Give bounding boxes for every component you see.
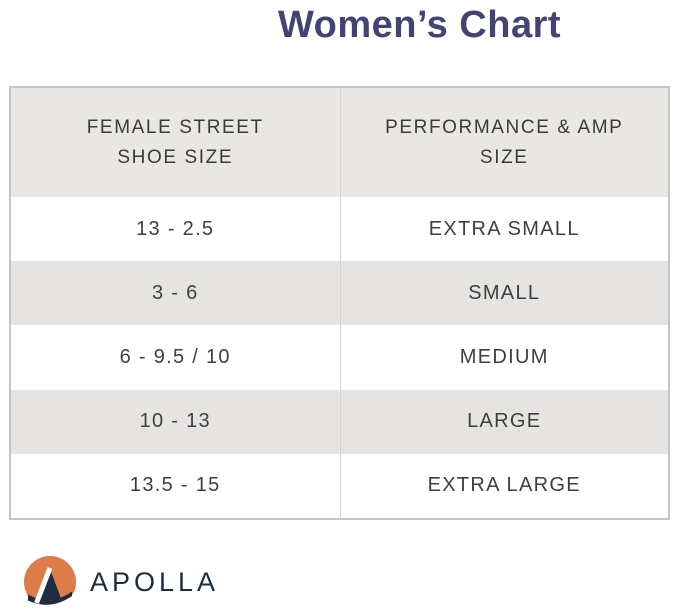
table-row: 3 - 6 SMALL xyxy=(11,261,668,326)
amp-size-value: MEDIUM xyxy=(339,325,669,390)
apolla-logo-icon xyxy=(24,556,76,608)
shoe-size-value: 13 - 2.5 xyxy=(136,217,215,240)
shoe-size-value: 10 - 13 xyxy=(11,389,340,454)
amp-size-value: SMALL xyxy=(339,261,668,326)
shoe-size-value: 6 - 9.5 / 10 xyxy=(119,345,231,368)
amp-size-value: EXTRA SMALL xyxy=(339,197,669,262)
table-row: 10 - 13 LARGE xyxy=(11,389,668,454)
column-header-shoe-size: FEMALE STREET SHOE SIZE xyxy=(11,88,340,197)
amp-size-value: LARGE xyxy=(339,389,668,454)
table-header-row: FEMALE STREET SHOE SIZE PERFORMANCE & AM… xyxy=(11,88,668,197)
brand-logo: APOLLA xyxy=(24,556,219,608)
size-chart-table: FEMALE STREET SHOE SIZE PERFORMANCE & AM… xyxy=(9,86,670,520)
shoe-size-value: 3 - 6 xyxy=(11,261,340,326)
column-header-performance-amp-size: PERFORMANCE & AMP SIZE xyxy=(339,88,668,197)
table-row: 13 - 2.5 EXTRA SMALL xyxy=(11,197,669,262)
brand-name: APOLLA xyxy=(90,566,220,597)
table-row: 13.5 - 15 EXTRA LARGE xyxy=(11,453,669,518)
page-title: Women’s Chart xyxy=(277,4,562,46)
shoe-size-value: 13.5 - 15 xyxy=(129,474,221,497)
amp-size-value: EXTRA LARGE xyxy=(339,453,669,518)
table-row: 6 - 9.5 / 10 MEDIUM xyxy=(11,325,669,390)
